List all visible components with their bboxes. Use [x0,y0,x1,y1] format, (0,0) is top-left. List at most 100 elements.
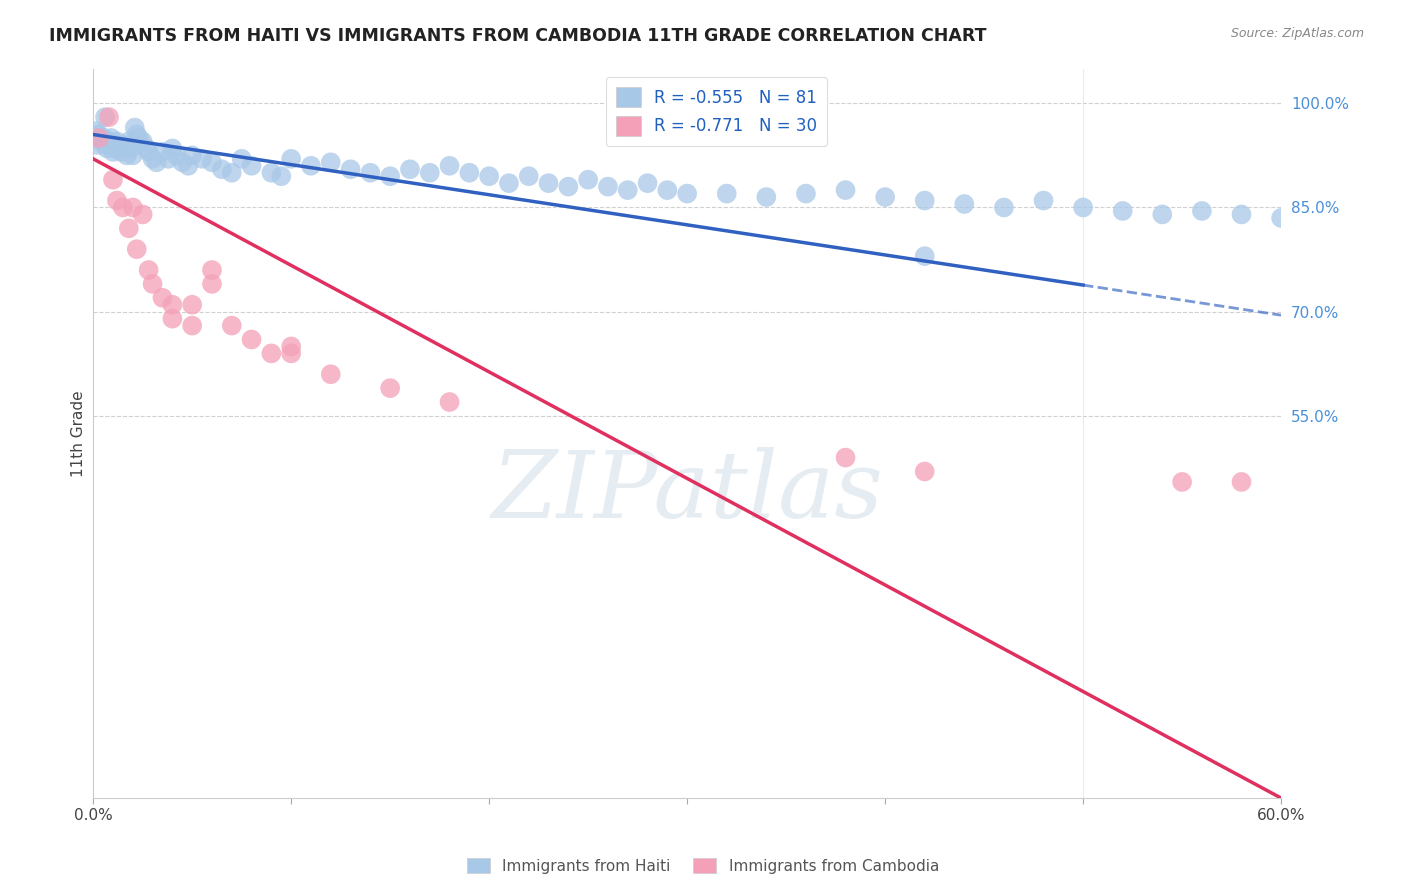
Point [280,152,302,166]
Point [131,207,153,221]
Point [124,120,146,135]
Point [100,131,122,145]
Point [89,128,111,142]
Point [172,155,194,169]
Point [616,183,638,197]
Point [221,166,243,180]
Point [111,137,134,152]
Point [201,277,224,291]
Point [89,131,111,145]
Legend: R = -0.555   N = 81, R = -0.771   N = 30: R = -0.555 N = 81, R = -0.771 N = 30 [606,77,827,146]
Point [339,162,361,177]
Point [676,186,699,201]
Point [834,450,856,465]
Point [177,159,200,173]
Point [478,169,501,184]
Point [657,183,679,197]
Point [162,298,184,312]
Point [104,141,127,155]
Point [138,263,160,277]
Point [993,201,1015,215]
Point [105,194,128,208]
Point [152,145,174,159]
Point [118,221,141,235]
Point [953,197,976,211]
Point [128,131,150,145]
Point [240,333,263,347]
Point [914,194,936,208]
Text: Source: ZipAtlas.com: Source: ZipAtlas.com [1230,27,1364,40]
Point [1230,207,1253,221]
Point [131,135,153,149]
Point [1032,194,1054,208]
Point [162,141,184,155]
Point [94,137,117,152]
Point [162,311,184,326]
Point [439,395,461,409]
Point [280,346,302,360]
Point [557,179,579,194]
Point [517,169,540,184]
Point [181,148,204,162]
Point [260,166,283,180]
Point [1191,203,1213,218]
Point [145,155,167,169]
Point [914,465,936,479]
Point [794,186,817,201]
Point [875,190,897,204]
Point [399,162,422,177]
Point [1112,203,1135,218]
Point [138,145,160,159]
Point [1230,475,1253,489]
Point [537,176,560,190]
Point [165,148,187,162]
Point [439,159,461,173]
Point [280,339,302,353]
Point [125,242,148,256]
Point [120,141,142,155]
Point [121,201,143,215]
Point [86,137,108,152]
Point [319,368,342,382]
Point [135,141,157,155]
Point [755,190,778,204]
Point [716,186,738,201]
Y-axis label: 11th Grade: 11th Grade [72,390,86,476]
Point [299,159,322,173]
Point [90,135,112,149]
Point [1071,201,1094,215]
Point [260,346,283,360]
Point [142,152,165,166]
Legend: Immigrants from Haiti, Immigrants from Cambodia: Immigrants from Haiti, Immigrants from C… [461,852,945,880]
Point [94,110,117,124]
Point [1270,211,1292,225]
Point [152,291,174,305]
Point [240,159,263,173]
Point [96,141,118,155]
Point [1171,475,1194,489]
Text: ZIPatlas: ZIPatlas [491,447,883,537]
Point [84,124,107,138]
Point [1152,207,1174,221]
Point [121,148,143,162]
Point [378,169,401,184]
Point [914,249,936,263]
Point [157,152,180,166]
Point [114,141,136,155]
Point [98,110,121,124]
Point [181,318,204,333]
Point [834,183,856,197]
Point [270,169,292,184]
Point [458,166,481,180]
Point [191,152,214,166]
Point [101,145,124,159]
Point [118,135,141,149]
Point [101,172,124,186]
Point [142,277,165,291]
Point [576,172,599,186]
Text: IMMIGRANTS FROM HAITI VS IMMIGRANTS FROM CAMBODIA 11TH GRADE CORRELATION CHART: IMMIGRANTS FROM HAITI VS IMMIGRANTS FROM… [49,27,987,45]
Point [110,145,132,159]
Point [181,298,204,312]
Point [378,381,401,395]
Point [231,152,253,166]
